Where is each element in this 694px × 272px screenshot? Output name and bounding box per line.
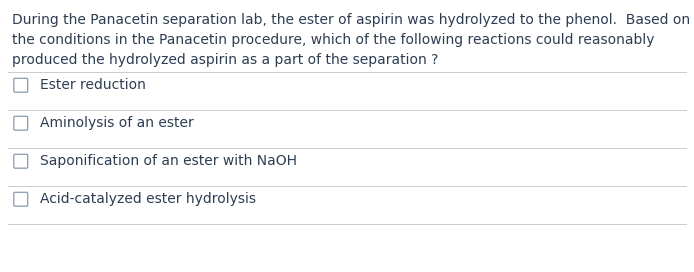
FancyBboxPatch shape (14, 192, 28, 206)
Text: Ester reduction: Ester reduction (40, 78, 145, 92)
FancyBboxPatch shape (14, 154, 28, 168)
FancyBboxPatch shape (14, 116, 28, 130)
Text: Aminolysis of an ester: Aminolysis of an ester (40, 116, 193, 130)
Text: Acid-catalyzed ester hydrolysis: Acid-catalyzed ester hydrolysis (40, 192, 255, 206)
Text: Saponification of an ester with NaOH: Saponification of an ester with NaOH (40, 154, 296, 168)
Text: During the Panacetin separation lab, the ester of aspirin was hydrolyzed to the : During the Panacetin separation lab, the… (12, 13, 690, 67)
FancyBboxPatch shape (14, 78, 28, 92)
